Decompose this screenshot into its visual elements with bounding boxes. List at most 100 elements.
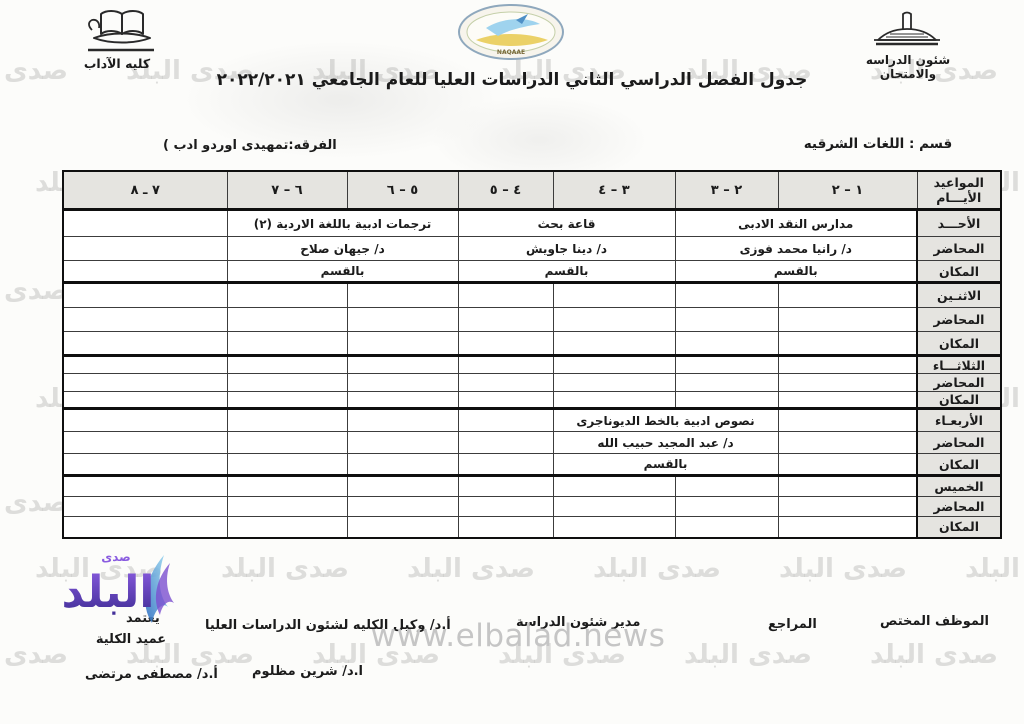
place-cell <box>62 516 228 538</box>
subject-cell: قاعة بحث <box>457 209 676 237</box>
place-cell: بالقسم <box>457 260 676 283</box>
subject-cell <box>346 282 459 308</box>
lecturer-cell <box>674 496 779 517</box>
row-label-cell: المكان <box>916 391 1002 409</box>
lecturer-cell <box>552 307 676 332</box>
watermark-text: صدى البلد <box>965 554 1024 584</box>
place-cell <box>62 453 228 476</box>
watermark-text: صدى البلد <box>221 554 349 584</box>
exam-affairs-logo <box>866 8 948 54</box>
subject-cell <box>552 282 676 308</box>
seal-icon: NAQAAE <box>458 4 564 60</box>
faculty-of-arts-caption: كليه الآداب <box>83 56 151 71</box>
elbalad-logo-text: البلد <box>62 567 155 618</box>
dean-name: أ.د/ مصطفى مرتضى <box>85 667 218 682</box>
subject-cell <box>777 408 918 432</box>
subject-cell <box>226 408 348 432</box>
lecturer-cell <box>62 373 228 392</box>
lecturer-cell <box>226 496 348 517</box>
subject-cell <box>457 355 554 374</box>
subject-cell <box>62 209 228 237</box>
place-cell <box>777 516 918 538</box>
watermark-text: صدى البلد <box>593 554 721 584</box>
subject-cell <box>226 282 348 308</box>
row-label-cell: المكان <box>916 516 1002 538</box>
subject-cell <box>346 475 459 497</box>
lecturer-cell <box>346 431 459 454</box>
subject-cell <box>226 475 348 497</box>
vice-dean-label: أ.د/ وكيل الكليه لشئون الدراسات العليا <box>205 618 451 633</box>
lecturer-cell <box>62 431 228 454</box>
lecturer-cell: د/ رانيا محمد فوزى <box>674 236 918 261</box>
subject-cell <box>552 355 676 374</box>
place-cell <box>552 391 676 409</box>
study-director-label: مدير شئون الدراسة <box>516 615 641 630</box>
place-cell: بالقسم <box>674 260 918 283</box>
subject-cell <box>346 355 459 374</box>
reviewer-label: المراجع <box>768 617 817 632</box>
lecturer-cell <box>457 496 554 517</box>
row-label-cell: المحاضر <box>916 496 1002 517</box>
day-block: الثلاثـــاء المحاضر المكان <box>62 355 1002 409</box>
row-label-cell: المكان <box>916 453 1002 476</box>
subject-cell <box>674 282 779 308</box>
lecturer-cell <box>62 307 228 332</box>
subject-cell: ترجمات ادبية باللغة الاردية (٢) <box>226 209 459 237</box>
subject-cell <box>62 408 228 432</box>
place-cell <box>457 453 554 476</box>
monument-icon <box>874 11 940 46</box>
place-cell <box>457 516 554 538</box>
seal-caption: NAQAAE <box>497 49 525 56</box>
lecturer-cell: د/ عبد المجيد حبيب الله <box>552 431 779 454</box>
place-cell <box>674 516 779 538</box>
subject-cell <box>226 355 348 374</box>
watermark-text: صدى البلد <box>0 488 68 518</box>
watermark-text: صدى البلد <box>779 554 907 584</box>
place-cell <box>226 391 348 409</box>
time-slot-header: ٣ – ٤ <box>552 170 676 210</box>
quality-seal-logo: NAQAAE <box>456 2 566 66</box>
subject-cell <box>674 475 779 497</box>
place-cell <box>777 453 918 476</box>
day-name-cell: الأحـــد <box>916 209 1002 237</box>
subject-cell <box>457 408 554 432</box>
place-cell <box>62 331 228 356</box>
watermark-text: صدى البلد <box>870 640 998 670</box>
place-cell <box>226 516 348 538</box>
place-cell: بالقسم <box>552 453 779 476</box>
faculty-of-arts-logo <box>80 6 160 62</box>
time-slot-header: ١ – ٢ <box>777 170 918 210</box>
subject-cell: مدارس النقد الادبى <box>674 209 918 237</box>
lecturer-cell <box>457 373 554 392</box>
watermark-text: صدى البلد <box>0 640 68 670</box>
subject-cell <box>62 355 228 374</box>
place-cell: بالقسم <box>226 260 459 283</box>
row-label-cell: المكان <box>916 260 1002 283</box>
subject-cell <box>777 475 918 497</box>
department-label: قسم : اللغات الشرقيه <box>803 136 953 152</box>
subject-cell <box>674 355 779 374</box>
lecturer-cell <box>346 496 459 517</box>
place-cell <box>346 331 459 356</box>
subject-cell <box>457 282 554 308</box>
lecturer-cell <box>777 496 918 517</box>
subject-cell: نصوص ادبية بالخط الديوناجرى <box>552 408 779 432</box>
lecturer-cell <box>457 431 554 454</box>
lecturer-cell <box>226 373 348 392</box>
day-block: الخميس المحاضر المكان <box>62 475 1002 538</box>
lecturer-cell <box>777 307 918 332</box>
lecturer-cell <box>62 496 228 517</box>
row-label-cell: المحاضر <box>916 307 1002 332</box>
row-label-cell: المحاضر <box>916 373 1002 392</box>
subject-cell <box>552 475 676 497</box>
row-label-cell: المحاضر <box>916 431 1002 454</box>
elbalad-logo-small-text: صدى <box>101 550 131 564</box>
place-cell <box>346 391 459 409</box>
place-cell <box>62 391 228 409</box>
lecturer-cell <box>226 431 348 454</box>
lecturer-cell <box>457 307 554 332</box>
time-slot-header: ٤ – ٥ <box>457 170 554 210</box>
